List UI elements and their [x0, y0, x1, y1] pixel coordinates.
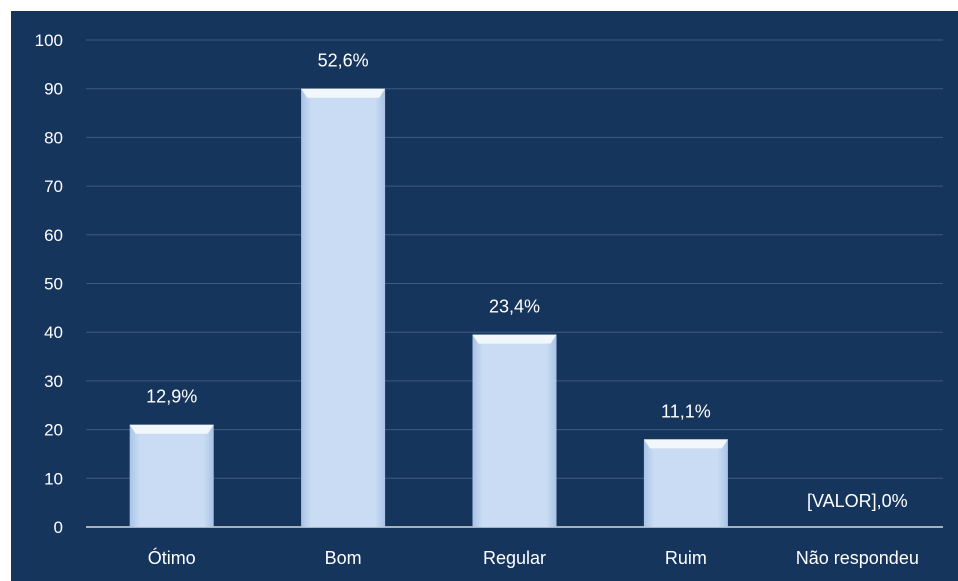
data-label: [VALOR],0% — [807, 491, 908, 511]
data-label: 52,6% — [318, 51, 369, 71]
category-label: Bom — [325, 548, 362, 568]
category-label: Ótimo — [148, 547, 196, 568]
x-axis-categories: Ótimo Bom Regular Ruim Não respondeu — [148, 547, 919, 568]
gridlines — [86, 39, 943, 528]
bar — [643, 439, 728, 527]
category-label: Não respondeu — [796, 548, 919, 568]
y-tick-label: 30 — [44, 372, 63, 391]
y-tick-label: 70 — [44, 177, 63, 196]
data-labels: 12,9% 52,6% 23,4% 11,1% [VALOR],0% — [146, 51, 907, 511]
data-label: 23,4% — [489, 297, 540, 317]
data-label: 12,9% — [146, 387, 197, 407]
bar — [129, 424, 214, 527]
bar-top-bevel — [643, 439, 728, 449]
category-label: Ruim — [665, 548, 707, 568]
y-axis-ticks: 0 10 20 30 40 50 60 70 80 90 100 — [35, 31, 63, 537]
y-tick-label: 20 — [44, 421, 63, 440]
data-label: 11,1% — [661, 401, 711, 421]
y-tick-label: 90 — [44, 80, 63, 99]
y-tick-label: 60 — [44, 226, 63, 245]
bars — [129, 88, 728, 527]
y-tick-label: 50 — [44, 275, 63, 294]
y-tick-label: 10 — [44, 469, 63, 488]
bar-top-bevel — [472, 334, 557, 344]
y-tick-label: 100 — [35, 31, 63, 50]
category-label: Regular — [483, 548, 546, 568]
bar-top-bevel — [129, 424, 214, 434]
y-tick-label: 40 — [44, 323, 63, 342]
bar-chart: 0 10 20 30 40 50 60 70 80 90 100 12,9% 52,6% 23,4% 11… — [35, 31, 943, 568]
y-tick-label: 0 — [54, 518, 63, 537]
chart-area: 0 10 20 30 40 50 60 70 80 90 100 12,9% 52,6% 23,4% 11… — [11, 11, 958, 581]
bar-top-bevel — [301, 88, 386, 98]
bar — [301, 88, 386, 527]
y-tick-label: 80 — [44, 128, 63, 147]
bar — [472, 334, 557, 527]
